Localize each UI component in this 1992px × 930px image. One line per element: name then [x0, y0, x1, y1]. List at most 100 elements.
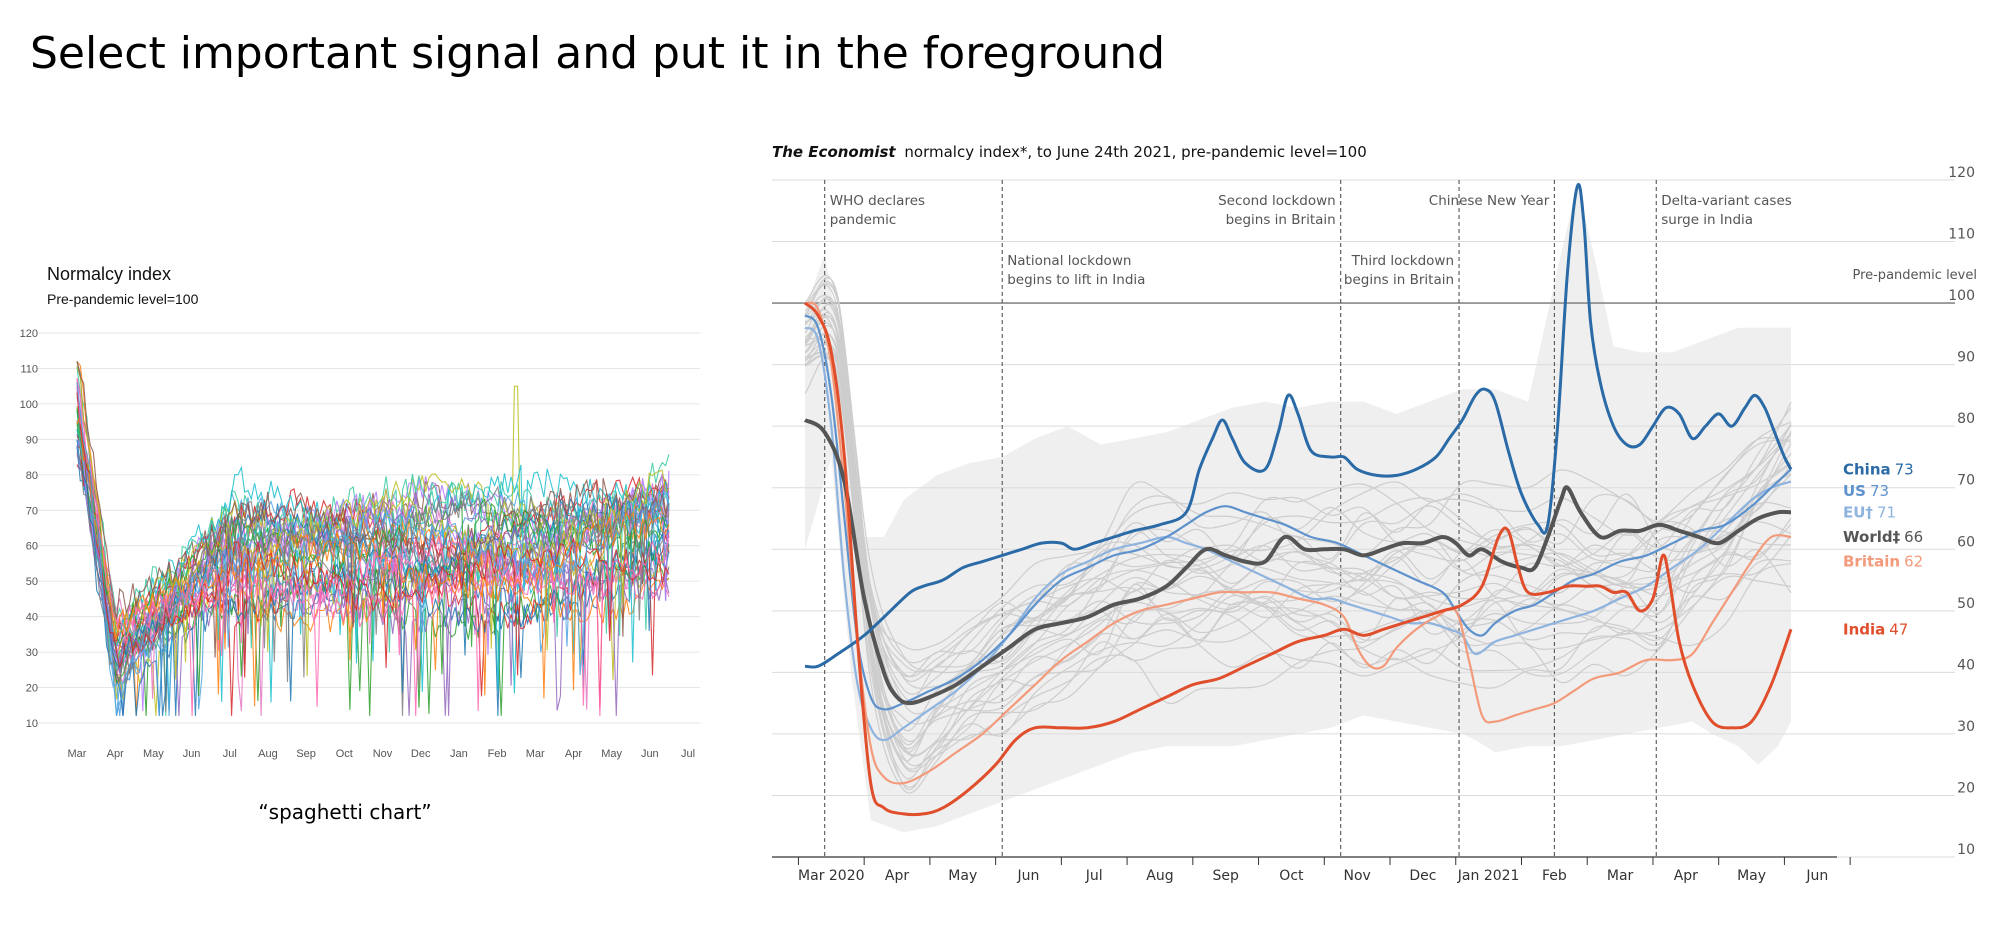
left-x-tick-label: Dec: [411, 748, 431, 760]
background-series-line: [804, 352, 1792, 788]
right-y-tick-label: 40: [1957, 657, 1975, 673]
background-series-line: [804, 332, 1792, 706]
x-tick-label: Apr: [885, 868, 909, 884]
x-tick-label: Jun: [1805, 868, 1828, 884]
x-tick-label: Apr: [1674, 868, 1698, 884]
left-x-tick-label: Apr: [565, 748, 582, 760]
left-x-tick-label: Nov: [373, 748, 393, 760]
left-series-line: [76, 382, 670, 716]
right-x-axis: Mar 2020 Apr May Jun Jul Aug Sep Oct Nov Dec Jan 2…: [772, 856, 1851, 884]
left-y-tick-label: 90: [26, 434, 38, 446]
left-series-line: [76, 438, 670, 662]
left-x-tick-label: May: [143, 748, 164, 760]
right-y-tick-label: 100: [1948, 288, 1975, 304]
background-series-line: [804, 312, 1792, 762]
background-series-line: [804, 343, 1792, 725]
right-y-tick-label: 90: [1957, 350, 1975, 366]
background-series-line: [804, 294, 1792, 780]
right-range-band: [805, 186, 1791, 833]
left-y-tick-label: 100: [20, 399, 38, 411]
background-series-line: [804, 274, 1792, 757]
series-label-world: World‡ 66: [1843, 528, 1923, 546]
series-name: US: [1843, 482, 1866, 500]
right-y-ticks: 10 20 30 40 50 60 70 80 90 100 110 120: [1948, 165, 1975, 858]
right-y-tick-label: 80: [1957, 411, 1975, 427]
x-tick-label: Mar 2020: [798, 868, 865, 884]
series-name: China: [1843, 460, 1891, 478]
left-x-tick-label: Jul: [681, 748, 695, 760]
annotation-text: National lockdown: [1007, 253, 1131, 269]
background-series-line: [804, 333, 1792, 794]
x-tick-label: May: [948, 868, 977, 884]
left-x-tick-label: Jun: [641, 748, 659, 760]
x-tick-label: Oct: [1279, 868, 1304, 884]
right-title-rest: normalcy index*, to June 24th 2021, pre-…: [904, 143, 1366, 161]
series-name: EU†: [1843, 503, 1873, 521]
series-value: 62: [1904, 553, 1923, 571]
background-series-line: [804, 301, 1792, 678]
left-y-tick-label: 20: [26, 683, 38, 695]
series-line-india: [803, 301, 1793, 817]
annotation-text: begins to lift in India: [1007, 272, 1145, 288]
left-chart-subtitle: Pre-pandemic level=100: [47, 291, 199, 307]
left-y-tick-label: 50: [26, 576, 38, 588]
annotation-text: surge in India: [1661, 212, 1753, 228]
series-label-india: India 47: [1843, 620, 1908, 638]
left-x-tick-label: Sep: [296, 748, 316, 760]
annotation-text: Chinese New Year: [1429, 193, 1550, 209]
left-x-ticks: Mar Apr May Jun Jul Aug Sep Oct Nov Dec Jan Feb Mar A…: [68, 748, 696, 760]
x-tick-label: Nov: [1343, 868, 1370, 884]
right-y-tick-label: 20: [1957, 780, 1975, 796]
x-tick-label: Aug: [1146, 868, 1173, 884]
series-value: 71: [1877, 503, 1896, 521]
left-y-tick-label: 10: [26, 718, 38, 730]
background-series-line: [804, 303, 1792, 674]
reference-label: Pre-pandemic level: [1852, 268, 1977, 283]
series-line-china: [804, 182, 1793, 669]
annotation-text: begins in Britain: [1226, 212, 1336, 228]
left-series-line: [76, 416, 670, 707]
left-y-ticks: 10 20 30 40 50 60 70 80 90 100 110 120: [20, 328, 38, 730]
left-x-tick-label: Mar: [526, 748, 545, 760]
x-tick-label: Sep: [1212, 868, 1239, 884]
x-tick-label: Jan 2021: [1457, 868, 1520, 884]
right-y-tick-label: 10: [1957, 842, 1975, 858]
right-y-tick-label: 110: [1948, 227, 1975, 243]
left-series-line: [76, 366, 670, 677]
left-y-tick-label: 40: [26, 612, 38, 624]
left-x-tick-label: Feb: [488, 748, 507, 760]
right-y-tick-label: 120: [1948, 165, 1975, 181]
left-y-tick-label: 120: [20, 328, 38, 340]
right-y-tick-label: 50: [1957, 596, 1975, 612]
annotation-text: Second lockdown: [1218, 193, 1336, 209]
background-series-line: [804, 296, 1792, 767]
x-tick-label: Dec: [1409, 868, 1436, 884]
series-name: World‡: [1843, 528, 1901, 546]
series-line-britain: [804, 301, 1792, 785]
left-x-tick-label: Jun: [183, 748, 201, 760]
left-y-tick-label: 60: [26, 541, 38, 553]
right-title-italic: The Economist: [772, 143, 896, 161]
economist-chart: The Economist normalcy index*, to June 2…: [772, 143, 1977, 884]
left-x-tick-label: Oct: [336, 748, 353, 760]
left-x-tick-label: Aug: [258, 748, 278, 760]
series-label-china: China 73: [1843, 460, 1914, 478]
left-x-tick-label: Jul: [223, 748, 237, 760]
range-band: [805, 186, 1791, 833]
right-highlight-series: [803, 182, 1793, 817]
series-label-us: US 73: [1843, 482, 1889, 500]
left-series-line: [76, 361, 670, 628]
left-y-tick-label: 110: [20, 363, 38, 375]
series-value: 47: [1889, 620, 1908, 638]
left-x-tick-label: May: [601, 748, 622, 760]
background-series-line: [804, 277, 1792, 732]
series-line-eu: [804, 326, 1792, 742]
left-y-tick-label: 70: [26, 505, 38, 517]
left-series-line: [76, 446, 670, 716]
annotation-text: WHO declares: [830, 193, 925, 209]
x-tick-label: Jul: [1085, 868, 1103, 884]
left-y-tick-label: 30: [26, 647, 38, 659]
annotation-text: begins in Britain: [1344, 272, 1454, 288]
left-series-line: [76, 392, 670, 678]
